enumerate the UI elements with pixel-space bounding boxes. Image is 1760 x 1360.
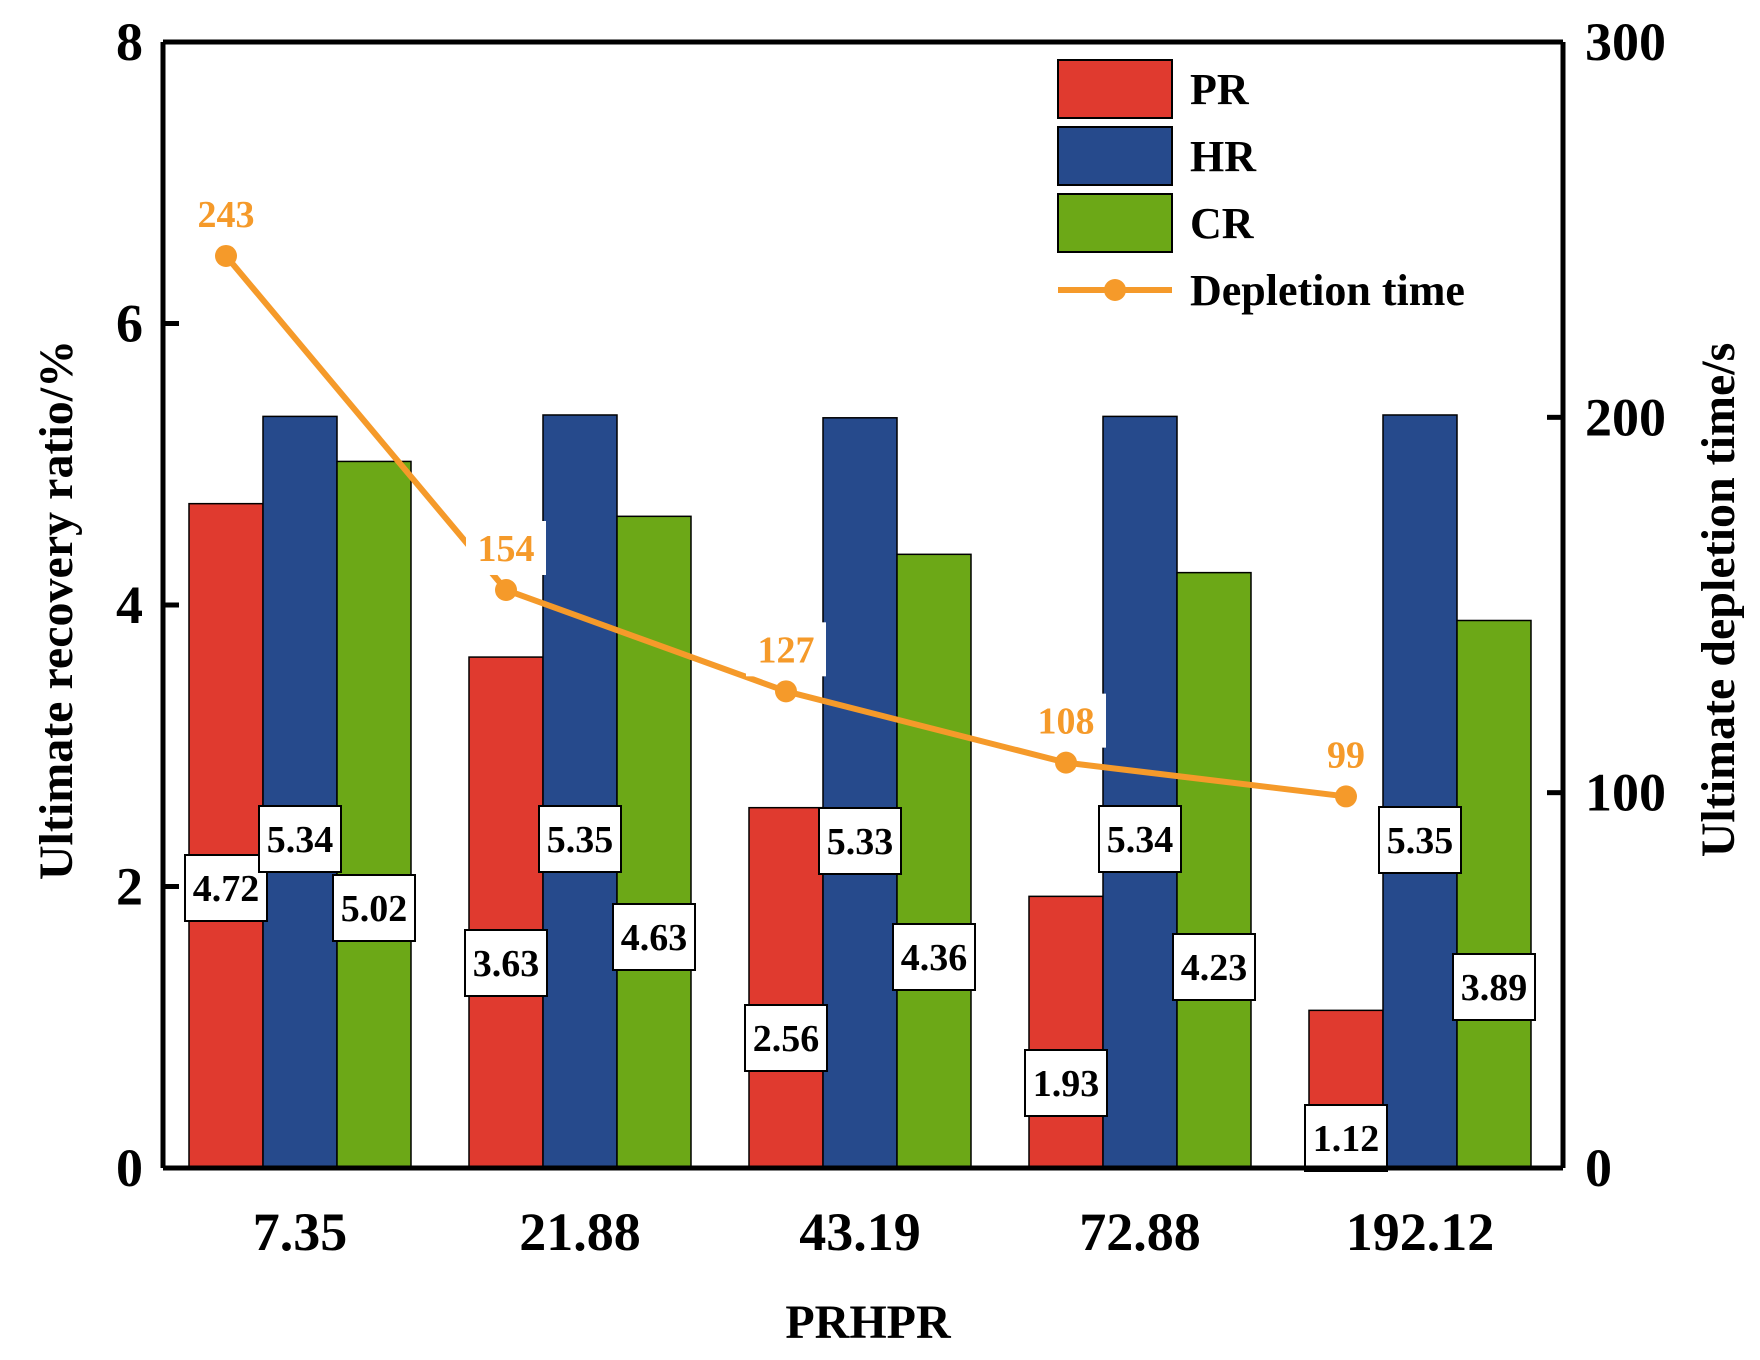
legend-swatch-pr: [1057, 59, 1173, 119]
bar-label-cr-2: 4.36: [901, 937, 968, 979]
y-axis-title: Ultimate recovery ratio/%: [30, 340, 83, 880]
bar-label-cr-3: 4.23: [1181, 947, 1248, 989]
bar-label-pr-3: 1.93: [1033, 1063, 1100, 1105]
bar-label-pr-1: 3.63: [473, 943, 540, 985]
bar-label-box-cr-1: [612, 903, 696, 971]
depletion-label-3: 108: [1038, 701, 1095, 743]
bar-label-pr-0: 4.72: [193, 868, 260, 910]
bar-label-pr-2: 2.56: [753, 1018, 820, 1060]
legend: PR HR CR Depletion time: [1057, 59, 1465, 315]
legend-label-pr: PR: [1190, 65, 1250, 114]
bar-label-box-hr-0: [258, 805, 342, 873]
legend-label-hr: HR: [1190, 132, 1257, 181]
y2-tick-label-2: 200: [1585, 387, 1666, 447]
bar-label-box-hr-4: [1378, 806, 1462, 874]
x-tick-label-0: 7.35: [253, 1202, 348, 1262]
y-tick-label-4: 8: [116, 12, 143, 72]
bar-label-box-hr-2: [818, 807, 902, 875]
bar-cr-4: [1456, 619, 1532, 1169]
bar-label-cr-0: 5.02: [341, 888, 408, 930]
x-tick-label-4: 192.12: [1346, 1202, 1495, 1262]
depletion-label-box-4: [1317, 727, 1375, 782]
y2-axis-title: Ultimate depletion time/s: [1692, 343, 1745, 858]
legend-label-cr: CR: [1190, 199, 1255, 248]
legend-swatch-marker: [1104, 279, 1126, 301]
bar-labels-group: 4.72 3.63 2.56 1.93 1.12 5.34 5.35 5.33 5.34 5.35…: [184, 805, 1536, 1172]
x-tick-label-3: 72.88: [1079, 1202, 1201, 1262]
bar-label-box-cr-3: [1172, 933, 1256, 1001]
bar-label-cr-4: 3.89: [1461, 967, 1528, 1009]
bar-pr-3: [1028, 895, 1104, 1169]
bar-label-pr-4: 1.12: [1313, 1118, 1380, 1160]
bar-hr-3: [1102, 415, 1178, 1169]
depletion-time-point-3: [1055, 751, 1077, 774]
bar-label-box-pr-2: [744, 1004, 828, 1072]
bar-label-box-pr-0: [184, 854, 268, 922]
depletion-time-point-4: [1335, 785, 1357, 808]
legend-label-depletion-time: Depletion time: [1190, 266, 1465, 315]
bar-label-box-cr-2: [892, 923, 976, 991]
bar-hr-4: [1382, 414, 1458, 1169]
bar-pr-1: [468, 656, 544, 1169]
bar-label-box-pr-4: [1304, 1104, 1388, 1172]
depletion-label-box-2: [746, 622, 826, 677]
bar-cr-2: [896, 553, 972, 1169]
bar-label-box-cr-4: [1452, 953, 1536, 1021]
bar-cr-0: [336, 460, 412, 1169]
depletion-label-0: 243: [198, 194, 255, 236]
bar-pr-0: [188, 502, 264, 1169]
bar-label-cr-1: 4.63: [621, 917, 688, 959]
bar-label-box-pr-3: [1024, 1049, 1108, 1117]
bar-label-box-pr-1: [464, 929, 548, 997]
bar-cr-3: [1176, 571, 1252, 1169]
x-tick-label-2: 43.19: [799, 1202, 921, 1262]
y-tick-label-2: 4: [116, 575, 143, 635]
legend-swatch-hr: [1057, 126, 1173, 186]
bar-hr-2: [822, 417, 898, 1169]
depletion-label-2: 127: [758, 629, 815, 671]
x-axis-title: PRHPR: [785, 1296, 952, 1349]
depletion-time-point-0: [215, 244, 237, 267]
bar-label-hr-3: 5.34: [1107, 819, 1174, 861]
bar-label-hr-1: 5.35: [547, 819, 614, 861]
depletion-label-4: 99: [1327, 734, 1365, 776]
bar-label-hr-2: 5.33: [827, 821, 894, 863]
x-tick-label-1: 21.88: [519, 1202, 641, 1262]
bar-label-hr-4: 5.35: [1387, 820, 1454, 862]
bar-label-box-cr-0: [332, 874, 416, 942]
depletion-time-point-2: [775, 680, 797, 703]
y2-tick-label-3: 300: [1585, 12, 1666, 72]
legend-swatch-cr: [1057, 193, 1173, 253]
axes-group: 0 2 4 6 8 0 100 200 300 7.35 21.88 43.19 72.88 192.12: [116, 12, 1666, 1262]
y2-tick-label-0: 0: [1585, 1138, 1612, 1198]
y-tick-label-1: 2: [116, 857, 143, 917]
bar-label-box-hr-1: [538, 805, 622, 873]
depletion-time-point-1: [495, 578, 517, 601]
bar-pr-2: [748, 806, 824, 1169]
bar-hr-0: [262, 415, 338, 1169]
y2-tick-label-1: 100: [1585, 763, 1666, 823]
bar-hr-1: [542, 414, 618, 1169]
line-series-group: 243 154 127 108 99: [198, 194, 1375, 808]
bars-group: [188, 414, 1532, 1169]
depletion-label-box-3: [1026, 693, 1106, 748]
y-tick-label-3: 6: [116, 294, 143, 354]
y-tick-label-0: 0: [116, 1138, 143, 1198]
depletion-label-box-1: [466, 520, 546, 575]
bar-label-box-hr-3: [1098, 805, 1182, 873]
depletion-label-1: 154: [478, 528, 535, 570]
bar-label-hr-0: 5.34: [267, 819, 334, 861]
bar-cr-1: [616, 515, 692, 1169]
